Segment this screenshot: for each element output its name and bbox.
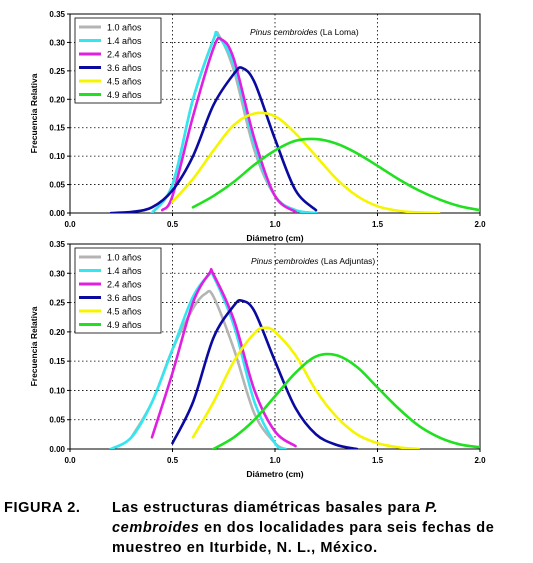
annotation: Pinus cembroides (La Loma) [250,27,359,37]
caption-text-part-2: en dos localidades para seis fechas de m… [112,520,495,556]
series-line-6 [212,352,480,449]
y-tick-label: 0.05 [49,416,65,425]
y-tick-label: 0.00 [49,445,65,454]
series-line-5 [171,111,441,213]
x-tick-label: 1.0 [269,220,281,229]
legend-label: 1.0 años [107,253,142,263]
y-axis-label: Frecuencia Relativa [29,306,39,386]
legend-label: 2.4 años [107,50,142,60]
y-tick-label: 0.00 [49,209,65,218]
y-tick-label: 0.05 [49,181,65,190]
legend-label: 4.9 años [107,90,142,100]
legend-label: 1.4 años [107,36,142,46]
y-tick-label: 0.30 [49,269,65,278]
caption-label: FIGURA 2. [4,500,81,516]
y-tick-label: 0.35 [49,240,65,249]
x-tick-label: 0.0 [64,220,76,229]
series-line-4 [171,298,359,449]
annotation-species: Pinus cembroides [251,256,319,266]
legend-label: 2.4 años [107,280,142,290]
x-tick-label: 1.5 [372,220,384,229]
y-tick-label: 0.35 [49,10,65,19]
legend-label: 4.5 años [107,77,142,87]
x-tick-label: 1.0 [269,456,281,465]
series-line-3 [160,36,297,213]
y-tick-label: 0.10 [49,152,65,161]
legend-label: 1.4 años [107,266,142,276]
legend-label: 3.6 años [107,293,142,303]
legend-box [74,17,162,104]
chart-la-loma: 0.0 0.5 1.0 1.5 2.0 0.00 0.05 0.10 0.15 0.20 0.25 0… [29,10,486,243]
x-tick-label: 1.5 [372,456,384,465]
series-line-5 [191,326,420,449]
series-line-4 [109,66,318,213]
y-tick-label: 0.15 [49,124,65,133]
legend-box [74,247,162,334]
y-axis-label: Frecuencia Relativa [29,73,39,153]
caption-text: Las estructuras diamétricas basales para… [112,498,529,558]
x-tick-label: 0.0 [64,456,76,465]
y-tick-label: 0.25 [49,67,65,76]
y-tick-label: 0.20 [49,95,65,104]
legend-label: 1.0 años [107,23,142,33]
caption-species: P. cembroides [112,500,439,536]
annotation-locality: (La Loma) [318,27,359,37]
annotation-species: Pinus cembroides [250,27,318,37]
x-axis-label: Diámetro (cm) [246,233,303,243]
series-line-6 [191,137,480,212]
chart-las-adjuntas: 0.0 0.5 1.0 1.5 2.0 0.00 0.05 0.10 0.15 0.20 0.25 0… [29,240,486,479]
x-tick-label: 0.5 [167,220,179,229]
legend-label: 4.5 años [107,307,142,317]
legend-label: 3.6 años [107,63,142,73]
y-tick-label: 0.20 [49,328,65,337]
y-tick-label: 0.25 [49,299,65,308]
legend-label: 4.9 años [107,320,142,330]
x-axis-label: Diámetro (cm) [246,469,303,479]
figure: 0.0 0.5 1.0 1.5 2.0 0.00 0.05 0.10 0.15 0.20 0.25 0… [29,10,486,479]
series-line-3 [150,267,297,448]
y-tick-label: 0.15 [49,357,65,366]
caption-text-part-1: Las estructuras diamétricas basales para [112,500,426,516]
y-tick-label: 0.10 [49,386,65,395]
x-tick-label: 2.0 [474,456,486,465]
y-tick-label: 0.30 [49,38,65,47]
x-tick-label: 0.5 [167,456,179,465]
x-tick-label: 2.0 [474,220,486,229]
annotation: Pinus cembroides (Las Adjuntas) [251,256,375,266]
annotation-locality: (Las Adjuntas) [319,256,376,266]
